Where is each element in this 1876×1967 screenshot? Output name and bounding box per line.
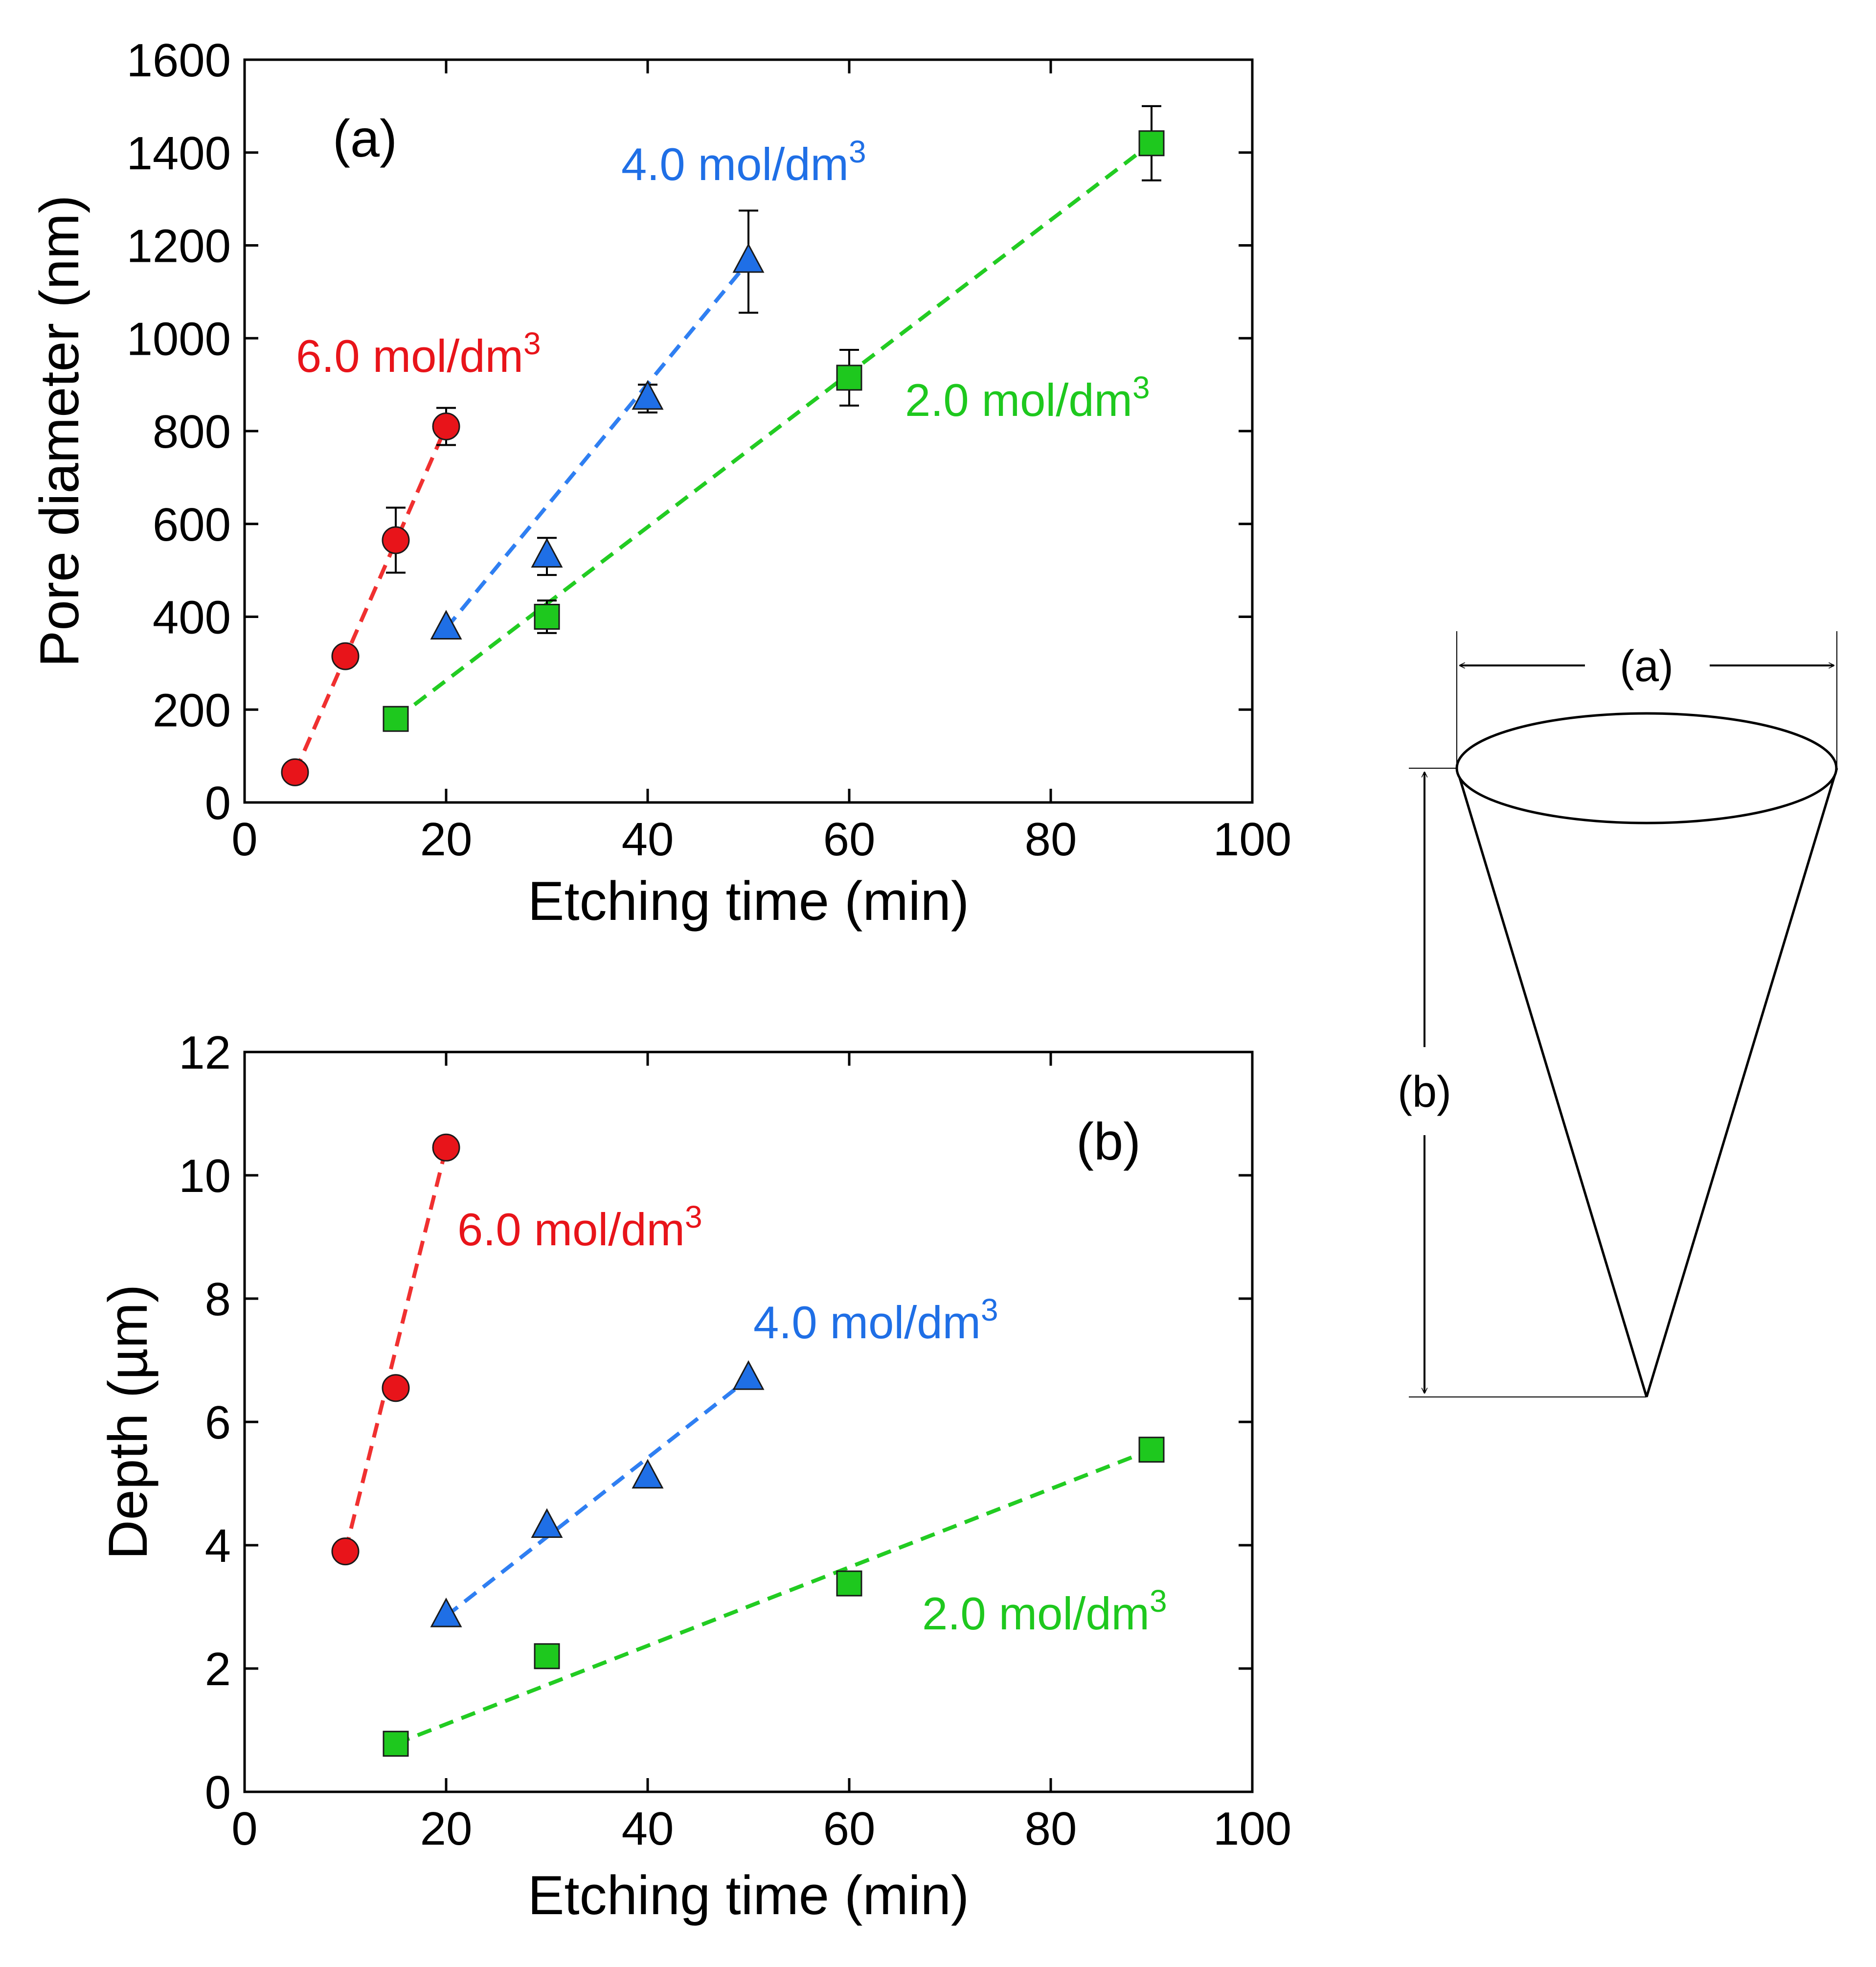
data-point-square xyxy=(383,1731,409,1757)
fit-line xyxy=(394,141,1153,721)
data-point-triangle xyxy=(531,1508,563,1538)
panel-label: (a) xyxy=(333,109,397,168)
y-tick-label: 0 xyxy=(205,777,231,829)
series-label-4mol: 4.0 mol/dm3 xyxy=(621,134,866,190)
y-tick-label: 1000 xyxy=(126,313,231,365)
fit-line xyxy=(343,1147,448,1552)
y-tick-label: 6 xyxy=(205,1396,231,1449)
cone-rim xyxy=(1455,712,1838,824)
data-point-square xyxy=(534,1643,560,1670)
series-label-6mol: 6.0 mol/dm3 xyxy=(457,1199,702,1255)
data-point-circle xyxy=(331,642,360,670)
x-axis-title: Etching time (min) xyxy=(528,870,969,932)
x-tick-label: 20 xyxy=(420,813,473,866)
x-tick-label: 100 xyxy=(1213,813,1291,866)
series-label-2mol: 2.0 mol/dm3 xyxy=(922,1583,1167,1639)
x-tick-label: 80 xyxy=(1025,1803,1077,1855)
series-label-4mol: 4.0 mol/dm3 xyxy=(753,1292,998,1348)
chart-depth: 0 20 40 60 80 100 0 2 4 6 8 10 12 (b) Etching time (… xyxy=(97,1027,1291,1926)
data-point-triangle xyxy=(430,610,462,640)
x-axis-title: Etching time (min) xyxy=(528,1865,969,1926)
data-point-square xyxy=(1138,1437,1165,1463)
x-tick-label: 40 xyxy=(622,813,674,866)
panel-label: (b) xyxy=(1076,1112,1141,1171)
y-axis-title: Depth (µm) xyxy=(97,1284,158,1559)
data-point-triangle xyxy=(632,1459,664,1489)
data-point-triangle xyxy=(531,538,563,568)
y-tick-label: 4 xyxy=(205,1520,231,1572)
data-point-triangle xyxy=(732,1360,765,1390)
data-point-circle xyxy=(382,526,410,554)
y-tick-label: 1400 xyxy=(126,127,231,180)
x-tick-label: 100 xyxy=(1213,1803,1291,1855)
series-label-2mol: 2.0 mol/dm3 xyxy=(905,370,1150,426)
data-point-circle xyxy=(281,758,309,786)
x-tick-label: 80 xyxy=(1025,813,1077,866)
data-point-circle xyxy=(331,1537,360,1566)
x-tick-label: 60 xyxy=(823,1803,876,1855)
y-tick-label: 0 xyxy=(205,1766,231,1819)
y-tick-label: 2 xyxy=(205,1643,231,1695)
data-point-circle xyxy=(382,1374,410,1402)
data-point-circle xyxy=(432,1133,460,1162)
data-point-square xyxy=(383,706,409,732)
data-point-circle xyxy=(432,412,460,441)
y-axis-title: Pore diameter (nm) xyxy=(29,195,90,667)
data-point-triangle xyxy=(632,380,664,410)
fit-line xyxy=(444,260,750,630)
fit-line xyxy=(445,1377,750,1618)
y-tick-label: 800 xyxy=(153,406,231,458)
data-point-square xyxy=(1138,130,1165,157)
depth-label: (b) xyxy=(1398,1068,1451,1117)
data-point-square xyxy=(836,365,862,391)
y-tick-label: 12 xyxy=(179,1027,231,1079)
x-tick-label: 60 xyxy=(823,813,876,866)
y-tick-label: 200 xyxy=(153,684,231,736)
cone-right-edge xyxy=(1645,768,1838,1397)
fit-line xyxy=(395,1447,1153,1746)
fit-line xyxy=(293,425,448,773)
chart-pore-diameter: 0 20 40 60 80 1000200400600800100012001400160… xyxy=(29,34,1291,932)
x-tick-label: 40 xyxy=(622,1803,674,1855)
y-tick-label: 1200 xyxy=(126,220,231,273)
y-tick-label: 1600 xyxy=(126,34,231,87)
data-point-triangle xyxy=(430,1598,462,1627)
cone-diagram: (a) (b) xyxy=(1398,631,1838,1397)
data-point-square xyxy=(836,1570,862,1597)
data-point-square xyxy=(534,604,560,630)
y-tick-label: 10 xyxy=(179,1150,231,1202)
x-tick-label: 0 xyxy=(231,813,257,866)
width-label: (a) xyxy=(1620,642,1673,691)
y-tick-label: 8 xyxy=(205,1273,231,1326)
y-tick-label: 400 xyxy=(153,592,231,644)
x-tick-label: 20 xyxy=(420,1803,473,1855)
y-tick-label: 600 xyxy=(153,499,231,551)
cone-left-edge xyxy=(1455,768,1648,1397)
x-tick-label: 0 xyxy=(231,1803,257,1855)
data-point-triangle xyxy=(732,243,765,273)
series-label-6mol: 6.0 mol/dm3 xyxy=(296,326,541,382)
